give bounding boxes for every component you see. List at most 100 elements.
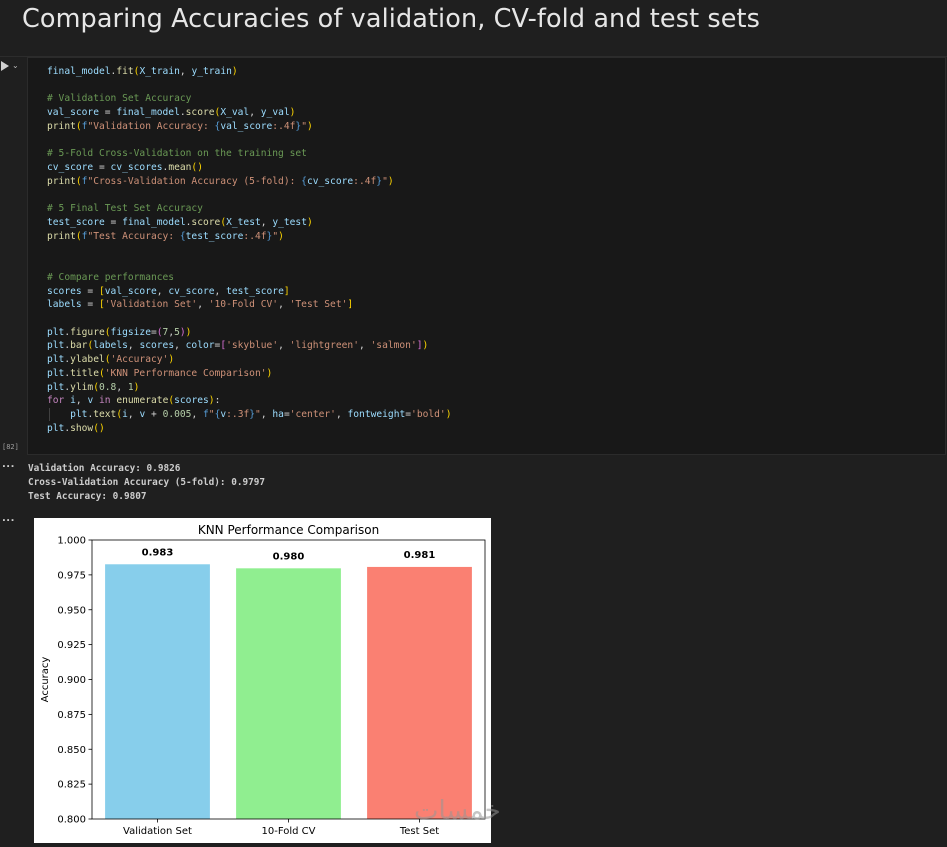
code-token: X_val xyxy=(220,107,250,119)
code-line[interactable]: plt.ylim(0.8, 1) xyxy=(47,381,451,395)
plot-frame xyxy=(91,539,486,820)
code-token: ( xyxy=(220,216,227,228)
code-line[interactable]: # 5 Final Test Set Accuracy xyxy=(47,202,451,216)
code-token: . xyxy=(64,367,71,379)
bar-value-label: 0.983 xyxy=(142,547,174,558)
code-line[interactable] xyxy=(47,79,451,93)
x-tick-label: Test Set xyxy=(399,826,439,837)
code-line[interactable] xyxy=(47,243,451,257)
code-token: " xyxy=(382,175,388,187)
code-line[interactable] xyxy=(47,134,451,148)
code-token: val_score xyxy=(47,107,99,119)
code-token: f xyxy=(203,408,209,420)
code-token: . xyxy=(179,107,186,119)
code-token: cv_score xyxy=(47,162,94,174)
code-token: figsize xyxy=(110,326,151,338)
y-tick-label: 1.000 xyxy=(57,536,86,547)
code-token: () xyxy=(191,162,203,174)
code-token: :.4f xyxy=(353,175,377,187)
code-line[interactable]: plt.figure(figsize=(7,5)) xyxy=(47,326,451,340)
code-line[interactable]: scores = [val_score, cv_score, test_scor… xyxy=(47,285,451,299)
code-line[interactable]: print(f"Validation Accuracy: {val_score:… xyxy=(47,120,451,134)
code-token: , xyxy=(75,395,88,407)
play-icon xyxy=(1,61,9,71)
code-line[interactable]: plt.text(i, v + 0.005, f"{v:.3f}", ha='c… xyxy=(47,408,451,422)
code-token: X_test xyxy=(226,216,261,228)
code-token: , xyxy=(179,66,192,77)
code-token: print xyxy=(47,175,76,187)
code-token: :.3f xyxy=(226,408,250,420)
code-token: , xyxy=(127,408,140,420)
code-token: 'Test Set' xyxy=(289,299,348,311)
code-token: ) xyxy=(422,340,429,352)
code-line[interactable]: cv_score = cv_scores.mean() xyxy=(47,161,451,175)
code-block[interactable]: final_model.fit(X_train, y_train) # Vali… xyxy=(47,65,451,435)
code-token: 1 xyxy=(127,381,134,393)
output-menu-button[interactable]: ... xyxy=(2,459,15,470)
code-line[interactable]: val_score = final_model.score(X_val, y_v… xyxy=(47,106,451,120)
code-token: :.4f xyxy=(243,230,267,242)
code-token: '10-Fold CV' xyxy=(208,299,279,311)
y-tick-label: 0.975 xyxy=(57,570,86,581)
code-line[interactable]: plt.ylabel('Accuracy') xyxy=(47,353,451,367)
code-line[interactable] xyxy=(47,312,451,326)
code-token: print xyxy=(47,120,76,132)
code-token: ) xyxy=(278,230,284,242)
code-line[interactable]: # Compare performances xyxy=(47,271,451,285)
code-token: scores xyxy=(139,340,175,352)
code-token: , xyxy=(358,340,371,352)
bar-2 xyxy=(236,568,341,819)
code-token: ( xyxy=(104,326,111,338)
code-token: , xyxy=(191,408,204,420)
code-token: , xyxy=(197,299,209,311)
code-token: "Cross-Validation Accuracy (5-fold): xyxy=(87,175,302,187)
code-token: title xyxy=(70,367,99,379)
code-line[interactable]: print(f"Test Accuracy: {test_score:.4f}"… xyxy=(47,230,451,244)
code-token: 'salmon' xyxy=(370,340,417,352)
code-token: ( xyxy=(93,381,99,393)
code-token: . xyxy=(162,162,169,174)
code-token: , xyxy=(116,381,128,393)
code-line[interactable]: plt.title('KNN Performance Comparison') xyxy=(47,367,451,381)
code-token: , xyxy=(278,340,290,352)
code-line[interactable]: plt.show() xyxy=(47,422,451,436)
code-token: plt xyxy=(47,422,65,434)
code-line[interactable]: print(f"Cross-Validation Accuracy (5-fol… xyxy=(47,175,451,189)
code-cell-editor[interactable] xyxy=(27,57,946,455)
x-tick-label: 10-Fold CV xyxy=(262,826,316,837)
code-token: cv_score xyxy=(306,175,354,187)
code-token: plt xyxy=(47,354,65,366)
y-tick-label: 0.850 xyxy=(57,745,86,756)
code-line[interactable] xyxy=(47,188,451,202)
plot-output-menu-button[interactable]: ... xyxy=(2,513,15,524)
code-line[interactable]: # 5-Fold Cross-Validation on the trainin… xyxy=(47,147,451,161)
code-token: cv_scores xyxy=(110,162,163,174)
x-tick-label: Validation Set xyxy=(123,826,192,837)
code-token: f xyxy=(81,120,88,132)
code-line[interactable]: final_model.fit(X_train, y_train) xyxy=(47,65,451,79)
run-cell-button[interactable]: ⌄ xyxy=(1,59,21,73)
code-line[interactable]: for i, v in enumerate(scores): xyxy=(47,394,451,408)
code-token: print xyxy=(47,230,76,242)
code-token: ( xyxy=(75,175,82,187)
code-token: ( xyxy=(75,120,82,132)
cell-heading: Comparing Accuracies of validation, CV-f… xyxy=(22,4,761,34)
code-token: ( xyxy=(87,340,94,352)
code-token: , xyxy=(278,299,290,311)
code-token: ( xyxy=(99,367,105,379)
code-token: X_train xyxy=(139,66,180,77)
code-token: ] xyxy=(347,299,354,311)
code-line[interactable] xyxy=(47,257,451,271)
code-line[interactable]: # Validation Set Accuracy xyxy=(47,92,451,106)
code-token: = xyxy=(283,408,290,420)
code-token xyxy=(47,409,70,420)
code-line[interactable]: labels = ['Validation Set', '10-Fold CV'… xyxy=(47,298,451,312)
code-line[interactable]: test_score = final_model.score(X_test, y… xyxy=(47,216,451,230)
code-token: test_score xyxy=(226,285,284,297)
code-token: ylabel xyxy=(70,354,105,366)
code-line[interactable]: plt.bar(labels, scores, color=['skyblue'… xyxy=(47,339,451,353)
code-token: 'center' xyxy=(289,408,336,420)
code-token: # Compare performances xyxy=(47,271,175,283)
code-token: 'KNN Performance Comparison' xyxy=(104,367,267,379)
code-token: ( xyxy=(214,107,221,119)
